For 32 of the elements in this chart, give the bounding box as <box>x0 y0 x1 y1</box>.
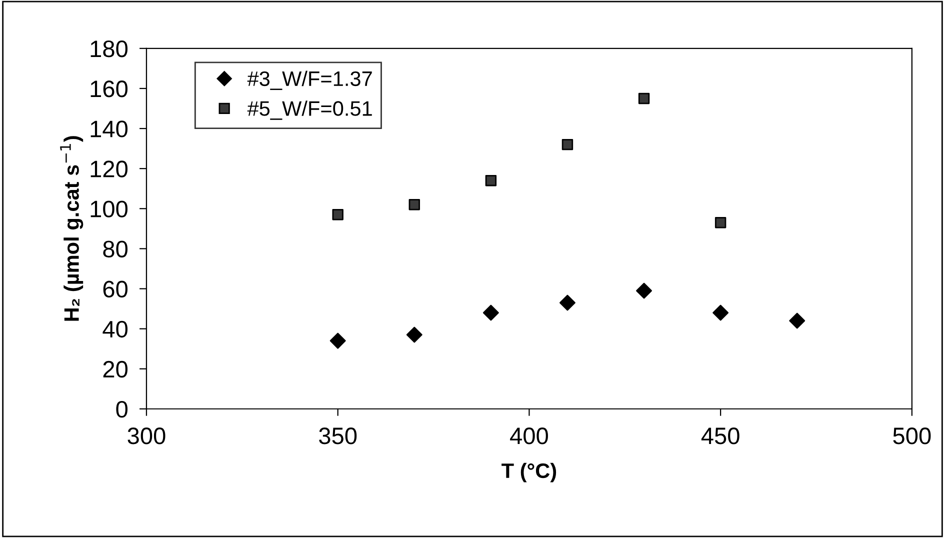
x-tick-label: 300 <box>128 428 166 444</box>
point <box>638 92 650 104</box>
x-tick-label: 450 <box>701 428 740 444</box>
x-tick-label: 350 <box>319 428 357 444</box>
legend-label: #3_W/F=1.37 <box>247 70 372 90</box>
point <box>482 304 499 321</box>
y-tick-label: 140 <box>90 120 128 138</box>
y-tick-label: 180 <box>90 40 128 58</box>
point <box>789 312 806 329</box>
point <box>485 174 497 186</box>
y-tick-label: 100 <box>90 200 128 218</box>
x-tick-label: 500 <box>893 428 931 444</box>
y-tick-label: 60 <box>103 280 128 298</box>
point <box>559 294 576 311</box>
point <box>406 326 422 343</box>
y-tick-label: 20 <box>103 360 128 378</box>
point <box>332 209 344 220</box>
point <box>714 217 726 228</box>
x-tick-label: 400 <box>510 428 548 444</box>
y-tick-label: 120 <box>90 160 128 178</box>
y-tick-label: 80 <box>103 240 128 258</box>
y-tick-label: 40 <box>102 320 128 338</box>
point <box>636 282 652 299</box>
y-tick-label: 0 <box>116 400 128 418</box>
y-axis-title: H₂ (µmol g.cat s$^{−1}$) <box>60 136 84 321</box>
point <box>330 332 346 349</box>
y-tick-label: 160 <box>90 80 128 98</box>
point <box>408 199 420 210</box>
point <box>562 138 574 150</box>
legend-label: #5_W/F=0.51 <box>247 100 372 120</box>
x-axis-title: T (°C) <box>502 462 556 482</box>
point <box>712 304 729 321</box>
